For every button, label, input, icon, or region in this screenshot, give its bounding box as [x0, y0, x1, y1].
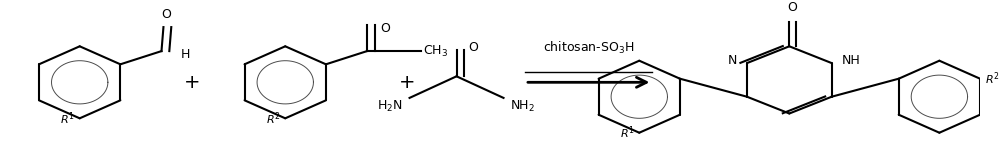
Text: NH: NH — [842, 54, 860, 67]
Text: NH$_2$: NH$_2$ — [510, 99, 535, 114]
Text: O: O — [380, 22, 390, 35]
Text: H$_2$N: H$_2$N — [377, 99, 403, 114]
Text: $R^1$: $R^1$ — [60, 110, 75, 127]
Text: N: N — [728, 54, 737, 67]
Text: CH$_3$: CH$_3$ — [423, 44, 448, 59]
Text: +: + — [399, 73, 416, 92]
Text: H: H — [181, 48, 190, 61]
Text: $R^2$: $R^2$ — [266, 110, 280, 127]
Text: O: O — [787, 1, 797, 14]
Text: $R^1$: $R^1$ — [620, 124, 634, 141]
Text: O: O — [468, 41, 478, 54]
Text: $R^2$: $R^2$ — [985, 70, 1000, 87]
Text: +: + — [184, 73, 201, 92]
Text: chitosan-SO$_3$H: chitosan-SO$_3$H — [543, 40, 634, 56]
Text: O: O — [161, 8, 171, 21]
